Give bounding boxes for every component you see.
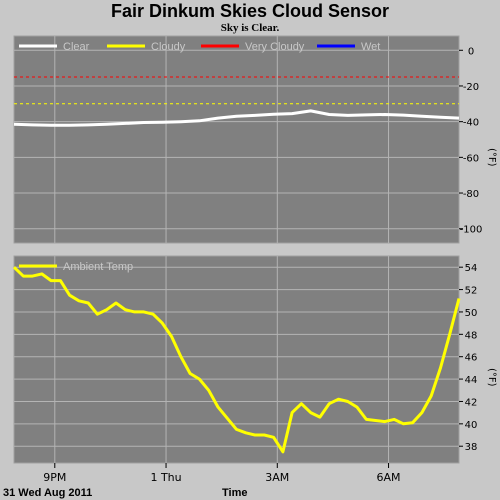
sky-status-subtitle: Sky is Clear. (220, 22, 280, 34)
y-tick-label: 48 (465, 330, 478, 341)
sky-temp-grid (14, 36, 459, 243)
ambient-temp-y-axis: 54 52 50 48 46 44 42 40 38 (459, 263, 477, 453)
legend-label-ambient-temp: Ambient Temp (63, 261, 133, 273)
y-tick-label: 50 (465, 308, 478, 319)
x-axis-label: Time (222, 487, 247, 499)
x-tick-label: 1 Thu (150, 471, 181, 484)
x-tick-label: 9PM (43, 471, 66, 484)
legend-label-cloudy: Cloudy (151, 41, 186, 53)
sky-temp-plot-area (13, 35, 460, 244)
y-tick-label: 42 (465, 397, 478, 408)
y-tick-label: 38 (465, 442, 478, 453)
series-line-clear (13, 109, 460, 127)
legend-label-clear: Clear (63, 41, 90, 53)
sky-temp-y-axis: 0 -20 -40 -60 -80 -100 (459, 46, 483, 236)
ambient-temp-series (12, 266, 461, 454)
sky-temp-unit-label: (°F) (486, 148, 497, 167)
sky-temp-series (13, 109, 460, 127)
y-tick-label: 40 (465, 420, 478, 431)
y-tick-label: 0 (468, 46, 474, 57)
y-tick-label: 46 (465, 353, 478, 364)
y-tick-label: 54 (465, 263, 478, 274)
y-tick-label: -100 (460, 225, 483, 236)
y-tick-label: 52 (465, 286, 478, 297)
sky-temp-panel: Clear Cloudy Very Cloudy Wet 0 -20 -40 -60 -80 -… (13, 35, 497, 244)
x-tick-label: 3AM (265, 471, 289, 484)
date-label: 31 Wed Aug 2011 (3, 487, 92, 499)
x-axis-ticks: 9PM 1 Thu 3AM 6AM (43, 463, 401, 484)
legend-label-wet: Wet (361, 41, 380, 53)
sky-temp-thresholds (14, 76, 459, 105)
legend-label-very-cloudy: Very Cloudy (245, 41, 305, 53)
ambient-temp-unit-label: (°F) (486, 368, 497, 387)
y-tick-label: -60 (463, 153, 479, 164)
ambient-temp-panel: Ambient Temp 54 52 50 48 46 44 42 40 38 (°F) (12, 255, 497, 464)
ambient-temp-plot-area (13, 255, 460, 464)
chart-title: Fair Dinkum Skies Cloud Sensor (110, 1, 390, 21)
ambient-temp-legend: Ambient Temp (19, 261, 133, 273)
y-tick-label: -20 (463, 82, 479, 93)
ambient-temp-grid (14, 256, 459, 463)
series-line-ambient-temp (12, 266, 461, 454)
y-tick-label: -40 (463, 118, 479, 129)
y-tick-label: -80 (463, 189, 479, 200)
y-tick-label: 44 (465, 375, 478, 386)
x-tick-label: 6AM (377, 471, 401, 484)
sky-temp-legend: Clear Cloudy Very Cloudy Wet (19, 41, 380, 53)
